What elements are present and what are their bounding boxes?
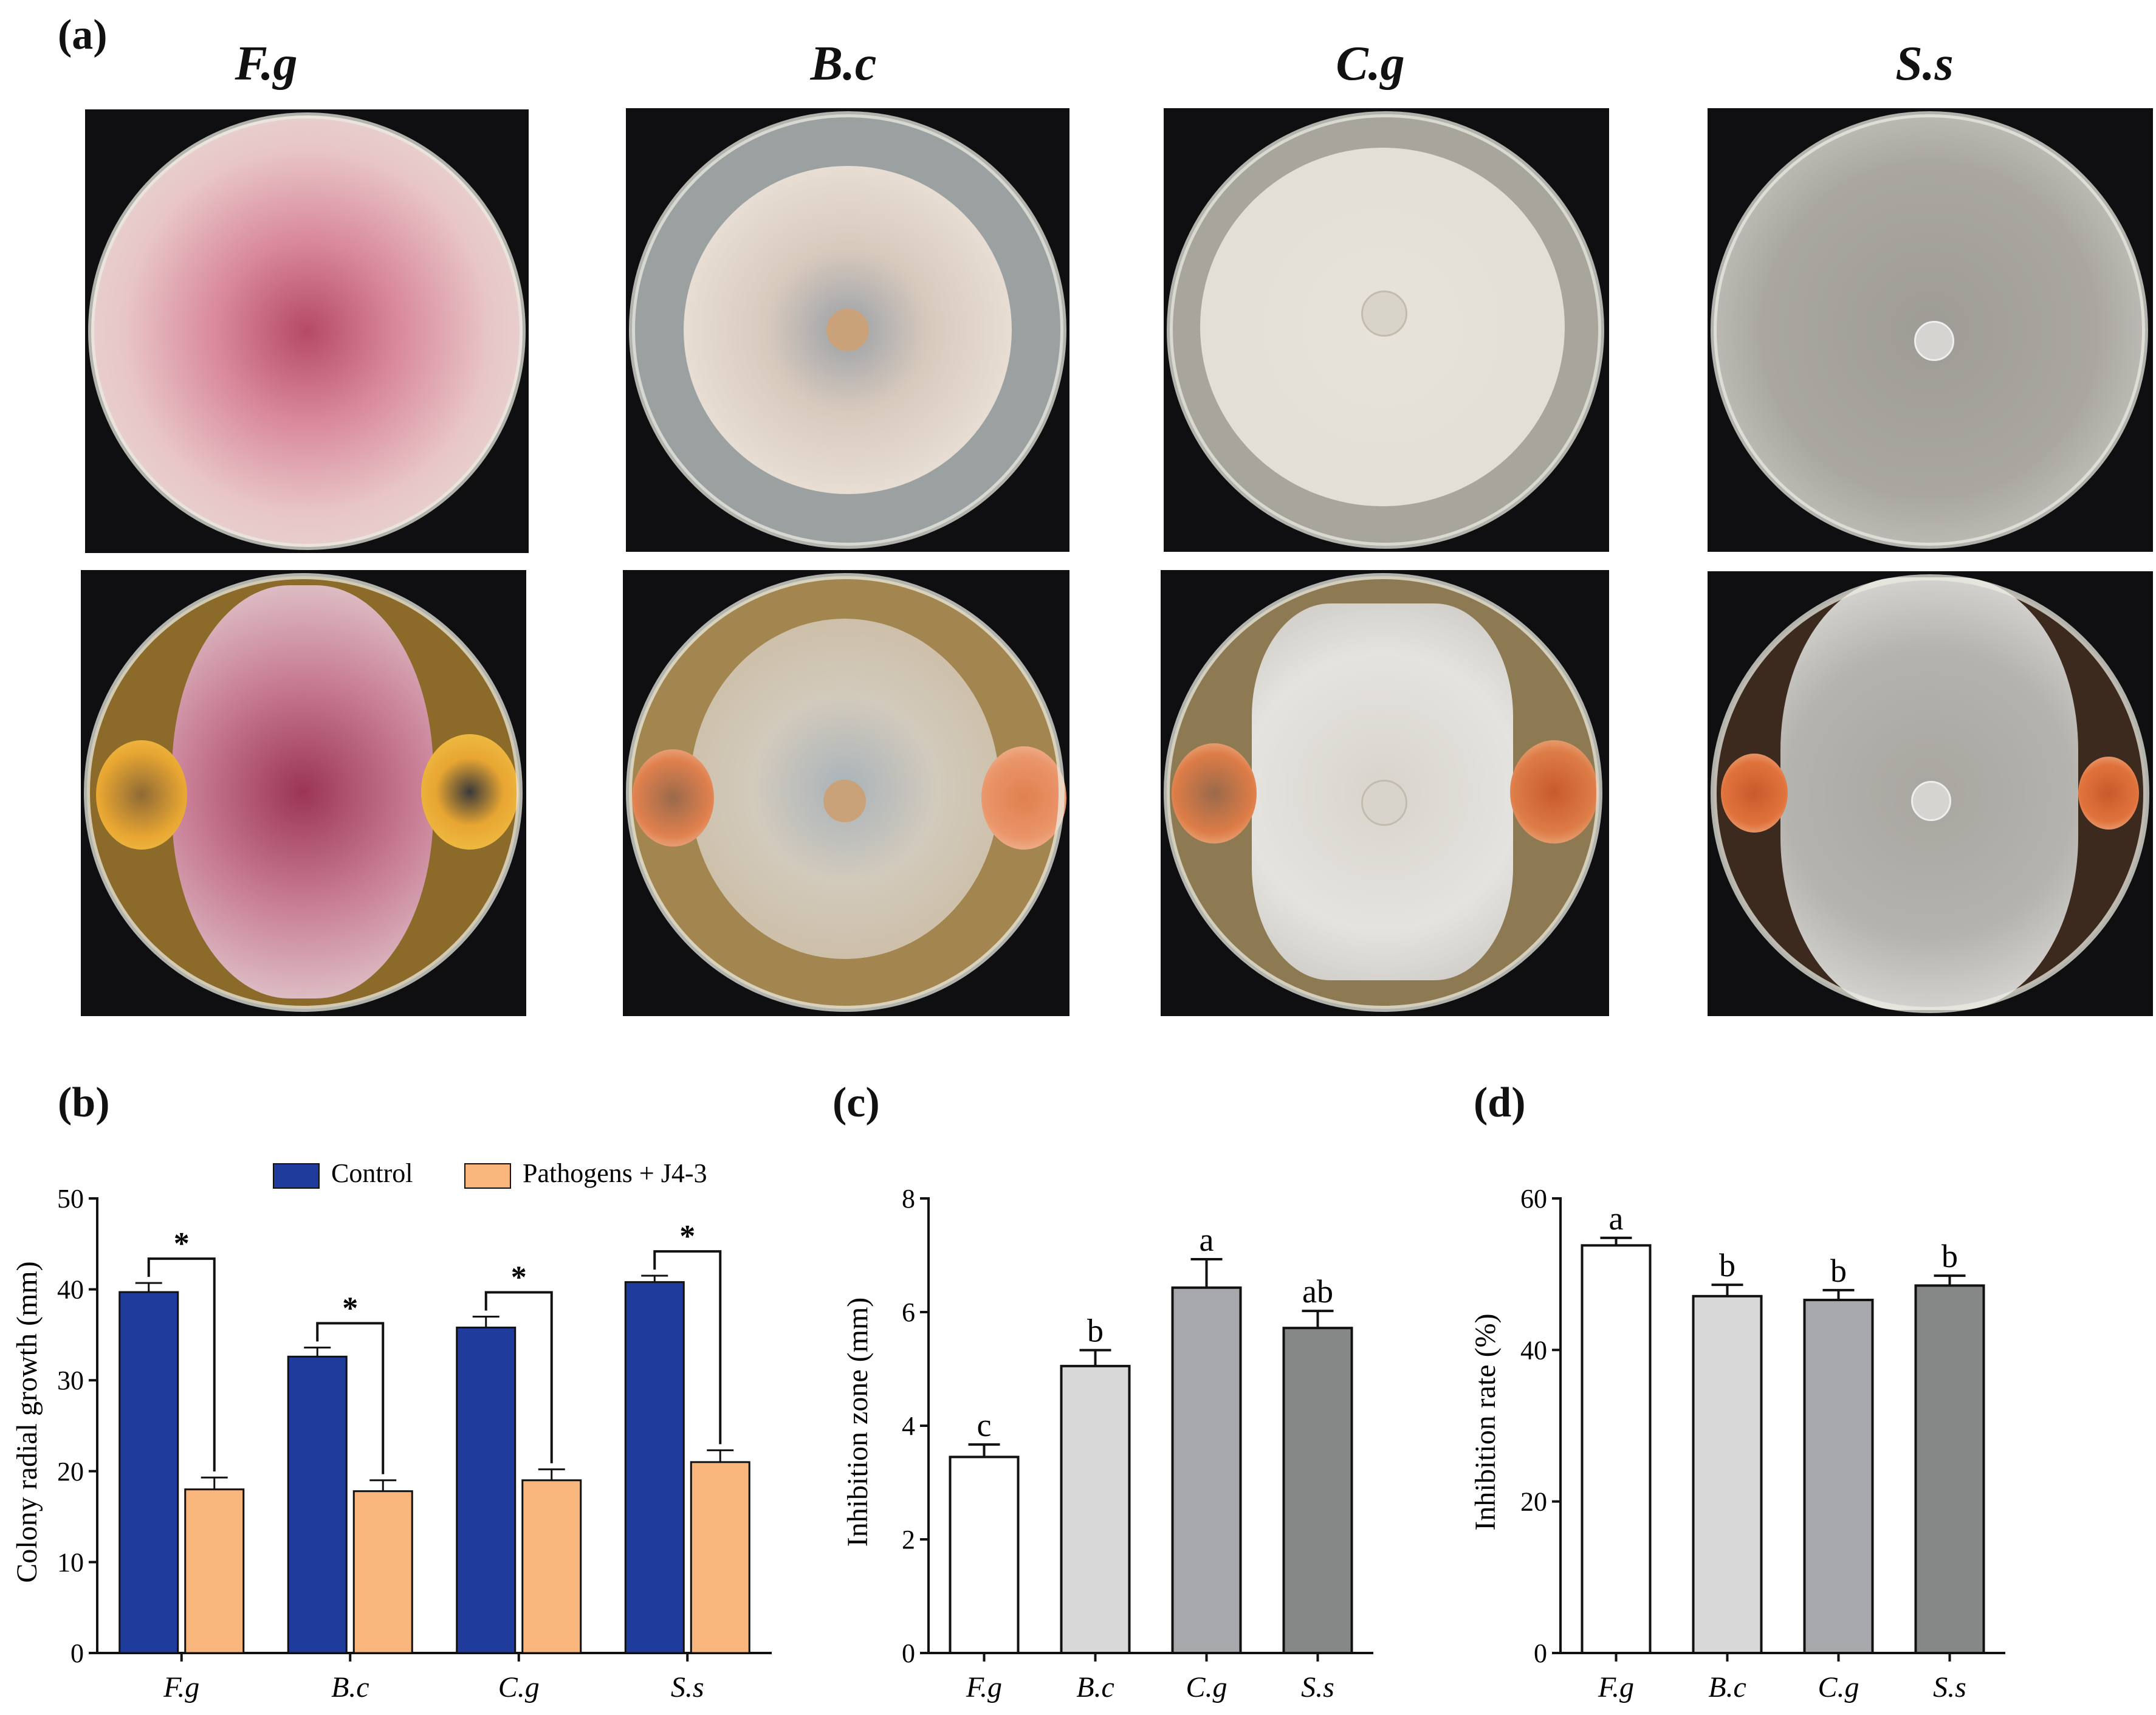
species-title-ss: S.s	[1895, 37, 1954, 91]
dish-rim	[1167, 111, 1604, 549]
x-tick-label-b-0: F.g	[163, 1671, 199, 1703]
chart-b: 0 10 20 30 40 50 * F.g * B.c * C.g * S.s Control Path…	[11, 1158, 772, 1703]
bar-pathogens-j4-3-3	[690, 1461, 750, 1654]
bar-c-2	[1171, 1286, 1242, 1655]
panel-label-b: (b)	[58, 1079, 110, 1126]
x-tick-label-c-0: F.g	[966, 1671, 1002, 1703]
legend-swatch-control	[273, 1163, 320, 1189]
significance-mark-0: *	[174, 1226, 190, 1261]
species-title-fg: F.g	[235, 37, 298, 91]
bar-c-3	[1282, 1327, 1353, 1654]
y-tick-label-d-1: 20	[1520, 1487, 1547, 1517]
panel-label-a: (a)	[58, 12, 108, 58]
significance-bracket-1	[316, 1322, 385, 1474]
y-tick-label-d-0: 0	[1534, 1638, 1547, 1668]
bar-control-3	[624, 1281, 685, 1654]
y-tick-label-b-1: 10	[57, 1547, 84, 1577]
y-tick-label-c-0: 0	[902, 1638, 915, 1668]
y-tick-label-b-5: 50	[57, 1184, 84, 1214]
legend-label-control: Control	[331, 1158, 413, 1188]
y-tick-label-b-0: 0	[70, 1638, 84, 1668]
species-title-bc: B.c	[810, 37, 877, 91]
y-tick-label-d-3: 60	[1520, 1184, 1547, 1214]
legend-swatch-treated	[464, 1163, 511, 1189]
dish-rim	[626, 573, 1065, 1012]
x-tick-label-d-2: C.g	[1818, 1671, 1859, 1703]
significance-bracket-2	[484, 1291, 553, 1463]
bar-control-2	[456, 1326, 517, 1654]
plate-bc-treated	[623, 570, 1069, 1016]
dish-rim	[88, 112, 526, 550]
bar-pathogens-j4-3-1	[352, 1490, 413, 1654]
dish-rim	[1711, 574, 2149, 1013]
panel-label-c: (c)	[833, 1079, 880, 1126]
dish-rim	[1711, 111, 2148, 549]
panel-label-d: (d)	[1474, 1079, 1526, 1126]
chart-d: 0 20 40 60 a F.g b B.c b C.g b S.s Inhibition rate …	[1469, 1184, 2005, 1703]
plate-fg-control	[85, 109, 529, 553]
y-tick-label-c-2: 4	[902, 1411, 915, 1441]
x-tick-label-b-3: S.s	[671, 1671, 704, 1703]
bar-d-3	[1914, 1284, 1985, 1655]
bar-pathogens-j4-3-0	[184, 1488, 245, 1654]
bar-pathogens-j4-3-2	[521, 1479, 582, 1654]
chart-c: 0 2 4 6 8 c F.g b B.c a C.g ab S.s Inhibition zone (…	[842, 1184, 1373, 1703]
x-tick-label-c-1: B.c	[1076, 1671, 1114, 1703]
plate-fg-treated	[81, 570, 526, 1016]
bar-c-0	[949, 1456, 1020, 1654]
significance-letter-c-3: ab	[1302, 1273, 1333, 1310]
dish-rim	[629, 111, 1066, 549]
y-tick-label-c-3: 6	[902, 1297, 915, 1327]
significance-bracket-0	[147, 1257, 216, 1472]
plate-cg-control	[1164, 108, 1609, 552]
y-tick-label-c-1: 2	[902, 1525, 915, 1555]
species-title-cg: C.g	[1336, 37, 1405, 91]
x-tick-label-d-0: F.g	[1598, 1671, 1634, 1703]
x-tick-label-d-3: S.s	[1933, 1671, 1966, 1703]
plate-cg-treated	[1161, 570, 1609, 1016]
dish-rim	[1164, 573, 1602, 1012]
significance-letter-c-1: b	[1087, 1313, 1104, 1349]
plate-ss-treated	[1708, 571, 2153, 1016]
bar-control-1	[287, 1355, 348, 1654]
significance-letter-d-0: a	[1609, 1200, 1624, 1237]
bar-d-0	[1581, 1244, 1652, 1654]
significance-bracket-3	[653, 1250, 722, 1445]
x-tick-label-c-3: S.s	[1301, 1671, 1334, 1703]
significance-mark-3: *	[679, 1219, 695, 1254]
y-axis-label-c: Inhibition zone (mm)	[842, 1297, 874, 1547]
plate-bc-control	[626, 108, 1069, 552]
legend-label-treated: Pathogens + J4-3	[523, 1158, 707, 1188]
significance-letter-d-3: b	[1941, 1238, 1958, 1274]
y-tick-label-b-2: 20	[57, 1457, 84, 1486]
x-tick-label-b-2: C.g	[498, 1671, 540, 1703]
x-tick-label-d-1: B.c	[1708, 1671, 1746, 1703]
significance-letter-d-2: b	[1830, 1253, 1847, 1289]
y-axis-label-b: Colony radial growth (mm)	[11, 1261, 43, 1583]
significance-mark-1: *	[342, 1291, 358, 1325]
bar-d-1	[1692, 1294, 1763, 1654]
y-tick-label-d-2: 40	[1520, 1335, 1547, 1365]
y-axis-label-d: Inhibition rate (%)	[1469, 1313, 1502, 1530]
y-tick-label-b-3: 30	[57, 1366, 84, 1395]
x-tick-label-c-2: C.g	[1186, 1671, 1227, 1703]
significance-letter-d-1: b	[1719, 1247, 1735, 1284]
significance-letter-c-0: c	[977, 1407, 992, 1443]
bar-c-1	[1060, 1364, 1131, 1654]
bar-d-2	[1803, 1299, 1874, 1654]
plate-ss-control	[1708, 108, 2153, 552]
bar-control-0	[118, 1291, 179, 1654]
significance-letter-c-2: a	[1200, 1222, 1214, 1258]
y-tick-label-b-4: 40	[57, 1275, 84, 1305]
significance-mark-2: *	[511, 1260, 527, 1294]
dish-rim	[84, 573, 523, 1012]
y-tick-label-c-4: 8	[902, 1184, 915, 1214]
x-tick-label-b-1: B.c	[331, 1671, 369, 1703]
